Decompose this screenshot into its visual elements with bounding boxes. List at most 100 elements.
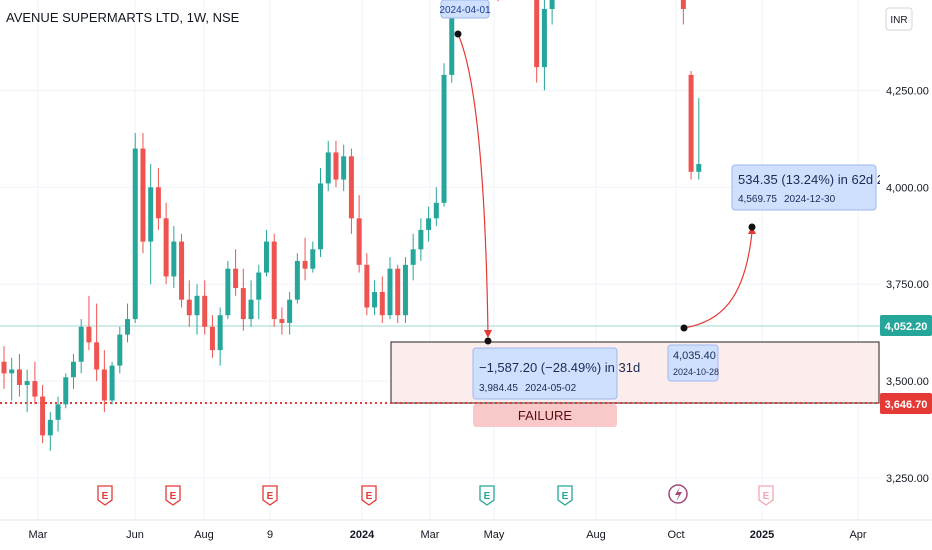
drop-arrow (457, 33, 489, 336)
grid-lines (0, 0, 880, 520)
candlestick-series (1, 0, 702, 451)
earnings-letter: E (267, 491, 274, 502)
svg-text:2024-10-28: 2024-10-28 (673, 367, 719, 377)
time-tick-label: Aug (194, 529, 214, 541)
candle-body (333, 152, 339, 180)
earnings-icon[interactable] (557, 485, 573, 506)
time-axis[interactable]: Mar Jun Aug 9 2024 Mar May Aug Oct 2025 Apr (29, 529, 867, 541)
candle-body (24, 381, 30, 385)
candle-body (341, 156, 347, 180)
candle-body (271, 241, 277, 320)
price-tick-label: 4,000.00 (886, 182, 929, 194)
candle-body (186, 299, 192, 316)
candle-body (263, 241, 269, 273)
svg-text:4,569.75: 4,569.75 (738, 194, 777, 205)
candle-body (117, 334, 123, 366)
svg-text:534.35 (13.24%) in 62d 22h: 534.35 (13.24%) in 62d 22h (738, 172, 898, 187)
candle-body (217, 315, 223, 351)
candle-body (179, 241, 185, 300)
bolt-icon (675, 487, 682, 502)
candle-body (63, 377, 69, 405)
svg-text:−1,587.20 (−28.49%) in 31d: −1,587.20 (−28.49%) in 31d (479, 360, 640, 375)
candle-body (1, 361, 7, 374)
svg-text:3,984.45: 3,984.45 (479, 383, 518, 394)
earnings-letter: E (763, 491, 770, 502)
candle-body (433, 202, 439, 219)
candle-body (318, 183, 324, 250)
drop-start-point (454, 30, 462, 38)
earnings-icon[interactable] (97, 485, 113, 506)
candle-body (294, 260, 300, 300)
price-tick-label: 3,750.00 (886, 279, 929, 291)
candle-body (55, 404, 61, 420)
earnings-letter: E (366, 491, 373, 502)
time-tick-label: Mar (29, 529, 48, 541)
candle-body (194, 295, 200, 316)
chart-title: AVENUE SUPERMARTS LTD, 1W, NSE (6, 10, 240, 25)
mid-price-label: 4,035.40 2024-10-28 (667, 344, 719, 382)
svg-text:2024-12-30: 2024-12-30 (784, 194, 836, 205)
candle-body (86, 326, 92, 343)
candle-body (549, 0, 555, 10)
drop-arrow-head (484, 330, 492, 338)
candle-body (248, 299, 254, 320)
svg-text:4,052.20: 4,052.20 (885, 321, 928, 333)
candle-body (449, 0, 455, 75)
earnings-icon[interactable] (262, 485, 278, 506)
candle-body (70, 361, 76, 378)
time-tick-label: Oct (667, 529, 684, 541)
candle-body (148, 187, 154, 242)
candle-body (9, 369, 15, 374)
candle-body (202, 295, 208, 327)
drop-measure-box: −1,587.20 (−28.49%) in 31d 3,984.45 2024… (472, 347, 640, 400)
candle-body (541, 9, 547, 68)
earnings-letter: E (484, 491, 491, 502)
candle-body (356, 218, 362, 265)
svg-text:2024-05-02: 2024-05-02 (525, 383, 577, 394)
price-tick-label: 3,250.00 (886, 473, 929, 485)
price-axis-bg (880, 0, 932, 520)
time-tick-label: Apr (849, 529, 866, 541)
candle-body (32, 381, 38, 397)
candle-body (279, 319, 285, 323)
candle-body (140, 148, 146, 242)
candle-body (426, 218, 432, 230)
time-tick-label: Jun (126, 529, 144, 541)
candle-body (109, 365, 115, 401)
candle-body (402, 264, 408, 316)
candle-body (325, 152, 331, 184)
candle-body (364, 264, 370, 308)
candle-body (256, 272, 262, 300)
earnings-icon[interactable] (479, 485, 495, 506)
earnings-icon[interactable] (758, 485, 774, 506)
price-tick-label: 4,250.00 (886, 85, 929, 97)
candle-body (233, 268, 239, 289)
candle-body (696, 164, 702, 172)
svg-text:3,646.70: 3,646.70 (885, 399, 928, 411)
price-tick-label: 3,500.00 (886, 376, 929, 388)
time-tick-label: Aug (586, 529, 606, 541)
last-price-tag: 4,052.20 (880, 315, 932, 336)
support-price-tag: 3,646.70 (880, 393, 932, 414)
candle-body (680, 0, 686, 10)
candle-body (287, 299, 293, 323)
candle-body (441, 74, 447, 203)
candle-body (40, 396, 46, 436)
candle-body (240, 288, 246, 320)
time-tick-label: May (484, 529, 505, 541)
currency-button[interactable]: INR (885, 7, 913, 31)
price-axis[interactable]: 3,250.00 3,500.00 3,750.00 4,000.00 4,250.00… (886, 0, 929, 485)
earnings-icon[interactable] (165, 485, 181, 506)
earnings-icon[interactable] (361, 485, 377, 506)
earnings-letter: E (102, 491, 109, 502)
candle-body (171, 241, 177, 277)
time-tick-label: 9 (267, 529, 273, 541)
candle-body (101, 369, 107, 401)
price-tick-label: 4,500.00 (886, 0, 929, 1)
rise-start-point (680, 324, 688, 332)
candle-body (387, 268, 393, 316)
start-date-label: 2024-04-01 (439, 0, 491, 19)
candle-body (418, 229, 424, 250)
candle-body (348, 156, 354, 219)
